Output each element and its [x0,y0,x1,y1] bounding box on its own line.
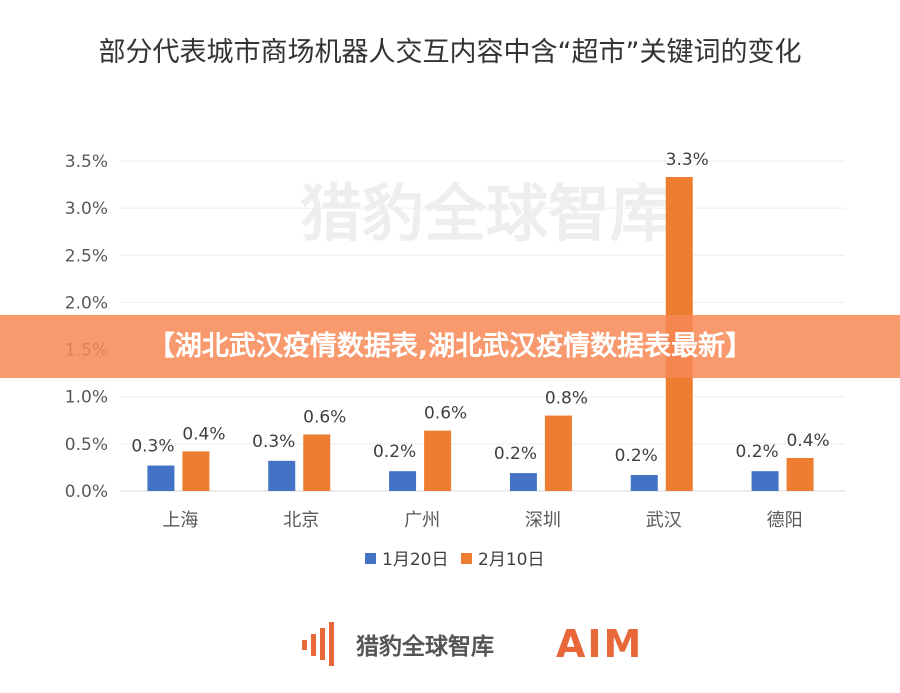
aim-logo: AIM [556,622,644,666]
y-tick-label: 0.0% [65,482,108,502]
bar-feb10 [786,458,814,491]
bar-jan20 [751,471,779,491]
data-label: 0.2% [615,446,658,466]
x-tick-label: 武汉 [646,510,682,531]
bar-jan20 [509,473,537,491]
y-tick-label: 2.0% [65,293,108,313]
bar-jan20 [268,460,296,491]
data-label: 0.6% [424,404,467,424]
bars-logo-icon [302,622,334,666]
data-label: 0.4% [182,424,225,444]
data-label: 0.6% [303,407,346,427]
data-label: 3.3% [666,150,709,170]
bar-jan20 [630,474,658,491]
data-label: 0.2% [373,442,416,462]
data-label: 0.8% [545,389,588,409]
y-tick-label: 2.5% [65,246,108,266]
bar-feb10 [303,434,331,491]
x-tick-label: 上海 [162,510,198,531]
headline-banner: 【湖北武汉疫情数据表,湖北武汉疫情数据表最新】 [0,315,900,378]
brand-name: 猎豹全球智库 [356,634,494,660]
chart-title: 部分代表城市商场机器人交互内容中含“超市”关键词的变化 [98,37,802,68]
y-tick-label: 1.0% [65,388,108,408]
data-label: 0.4% [786,431,829,451]
legend-label: 1月20日 [382,550,448,570]
bar-jan20 [147,465,175,491]
bar-feb10 [544,415,572,491]
legend-swatch [461,553,472,564]
brand-logo: 猎豹全球智库 [300,622,494,666]
x-tick-label: 深圳 [525,510,561,531]
bar-feb10 [182,451,210,491]
y-tick-label: 3.5% [65,152,108,172]
data-label: 0.2% [494,444,537,464]
y-tick-label: 0.5% [65,435,108,455]
data-label: 0.3% [252,432,295,452]
watermark: 猎豹全球智库 [300,177,672,250]
bar-jan20 [389,471,417,491]
bar-feb10 [424,430,452,491]
data-label: 0.3% [131,437,174,457]
legend-label: 2月10日 [478,550,544,570]
x-tick-label: 北京 [283,510,319,531]
x-tick-label: 广州 [404,510,440,531]
y-tick-label: 3.0% [65,199,108,219]
data-label: 0.2% [735,442,778,462]
legend-swatch [365,553,376,564]
x-tick-label: 德阳 [767,510,803,531]
